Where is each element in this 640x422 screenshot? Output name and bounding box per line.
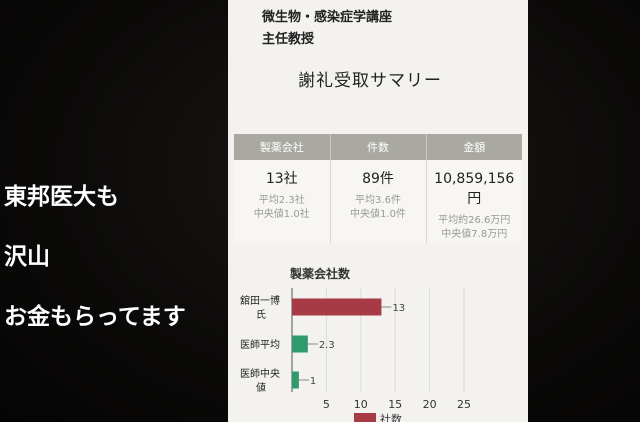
caption-line: 東邦医大も (4, 184, 119, 210)
data-label: 13 (392, 303, 405, 314)
legend-label: 社数 (380, 412, 402, 422)
data-label: 2.3 (319, 340, 335, 351)
column-header: 製薬会社 (234, 134, 331, 160)
video-caption: 東邦医大も 沢山 お金もらってます (4, 152, 186, 362)
caption-line: お金もらってます (4, 304, 186, 330)
cell-median: 中央値1.0社 (253, 209, 310, 220)
legend-swatch (354, 413, 376, 422)
category-label: 舘田一博氏 (240, 294, 280, 321)
bar (292, 298, 382, 316)
category-label: 医師中央値 (240, 367, 280, 394)
caption-line: 沢山 (4, 244, 50, 270)
cell-median: 中央値7.8万円 (441, 229, 508, 240)
table-header-row: 製薬会社 件数 金額 (234, 134, 522, 160)
bar-chart: 5 10 15 20 25 舘田一博氏 13 医師平均 2.3 医師中央値 1 社数 (240, 288, 471, 422)
x-tick-label: 5 (323, 398, 330, 411)
cell-value: 13社 (265, 171, 298, 187)
cell-value: 10,859,156円 (434, 171, 515, 207)
table-cell: 10,859,156円 平均約26.6万円 中央値7.8万円 (426, 160, 522, 243)
column-header: 金額 (426, 134, 522, 160)
position-title: 主任教授 (262, 32, 315, 47)
x-tick-label: 25 (457, 398, 471, 411)
cell-average: 平均3.6件 (355, 195, 401, 206)
header-block: 微生物・感染症学講座 主任教授 (262, 7, 392, 51)
data-label: 1 (310, 376, 316, 387)
department-name: 微生物・感染症学講座 (262, 10, 393, 25)
cell-average: 平均2.3社 (258, 195, 305, 206)
cell-median: 中央値1.0件 (350, 209, 406, 220)
x-tick-label: 20 (423, 398, 437, 411)
x-tick-label: 15 (388, 398, 402, 411)
bar (292, 371, 299, 389)
column-header: 件数 (330, 134, 427, 160)
summary-title: 謝礼受取サマリー (298, 71, 442, 91)
table-cell: 89件 平均3.6件 中央値1.0件 (330, 160, 427, 243)
summary-panel: 微生物・感染症学講座 主任教授 謝礼受取サマリー 製薬会社 件数 金額 13社 … (228, 0, 528, 422)
cell-average: 平均約26.6万円 (438, 215, 511, 226)
chart-title: 製薬会社数 (290, 267, 351, 281)
summary-table: 製薬会社 件数 金額 13社 平均2.3社 中央値1.0社 89件 平均3.6件… (234, 134, 522, 243)
x-tick-label: 10 (354, 398, 368, 411)
cell-value: 89件 (362, 171, 394, 187)
table-cell: 13社 平均2.3社 中央値1.0社 (234, 160, 331, 243)
table-row: 13社 平均2.3社 中央値1.0社 89件 平均3.6件 中央値1.0件 10… (234, 160, 522, 243)
category-label: 医師平均 (240, 338, 280, 351)
bar (292, 335, 308, 353)
